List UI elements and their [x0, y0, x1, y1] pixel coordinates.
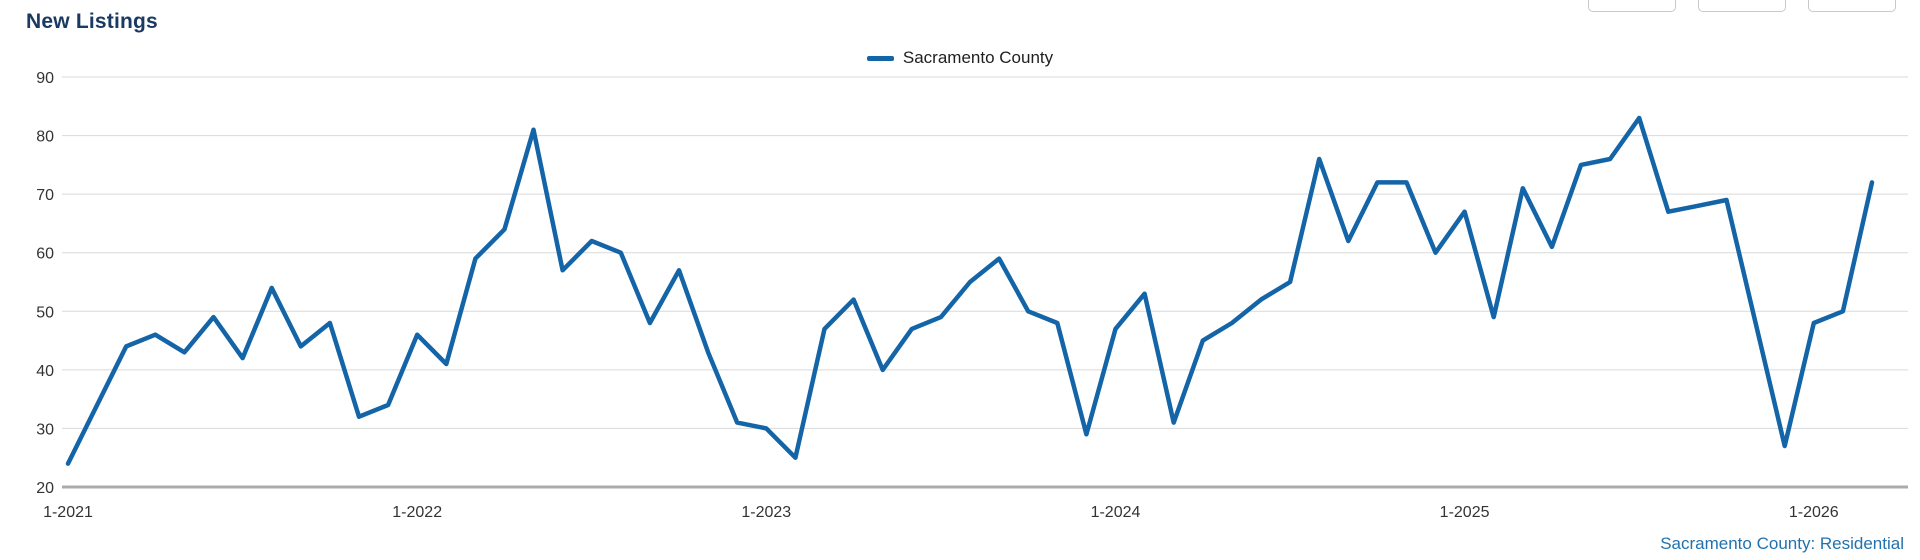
y-axis-label: 30	[36, 421, 54, 438]
x-axis-label: 1-2024	[1091, 504, 1141, 521]
x-axis-label: 1-2021	[43, 504, 93, 521]
page-title: New Listings	[26, 10, 158, 33]
series-line	[65, 115, 1875, 466]
y-axis-label: 90	[36, 70, 54, 87]
y-axis-label: 50	[36, 304, 54, 321]
x-axis-label: 1-2022	[392, 504, 442, 521]
y-axis-label: 60	[36, 246, 54, 263]
chart-footnote: Sacramento County: Residential	[1660, 534, 1904, 553]
y-axis-label: 20	[36, 480, 54, 497]
y-axis-label: 80	[36, 129, 54, 146]
toolbar-button-middle[interactable]	[1698, 0, 1786, 12]
toolbar-button-left[interactable]	[1588, 0, 1676, 12]
x-axis-label: 1-2025	[1440, 504, 1490, 521]
toolbar-button-right[interactable]	[1808, 0, 1896, 12]
y-axis-label: 40	[36, 363, 54, 380]
x-axis-label: 1-2026	[1789, 504, 1839, 521]
y-axis-label: 70	[36, 187, 54, 204]
x-axis-label: 1-2023	[741, 504, 791, 521]
